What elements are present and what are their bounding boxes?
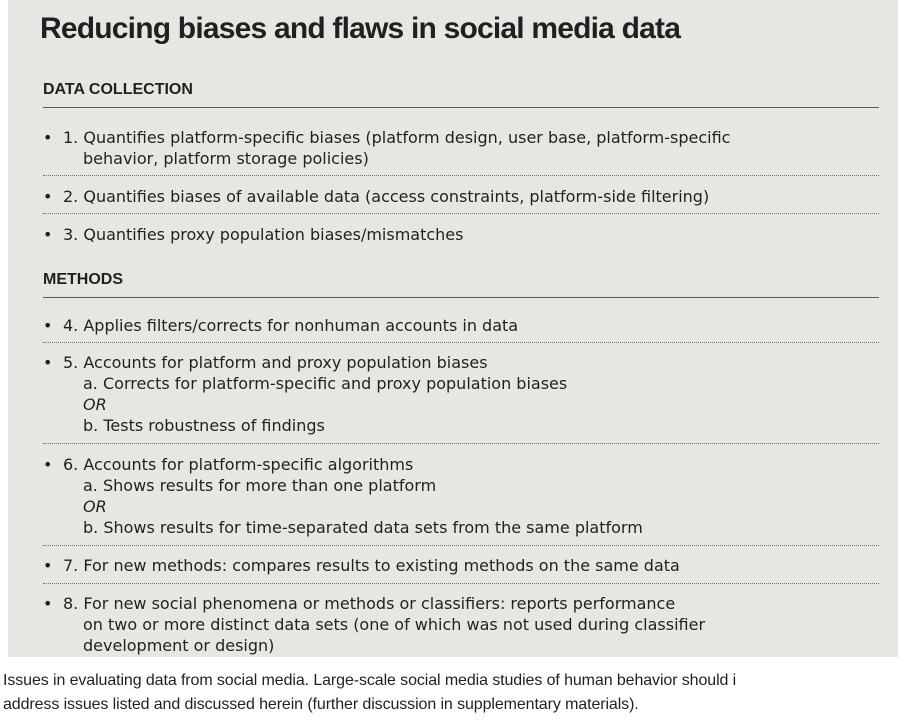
caption-line-1: Issues in evaluating data from social me… — [3, 672, 737, 689]
figure-panel: Reducing biases and flaws in social medi… — [8, 0, 898, 657]
item-4-line-1: • 4. Applies filters/corrects for nonhum… — [43, 315, 879, 336]
list-item-4: • 4. Applies filters/corrects for nonhum… — [43, 315, 879, 343]
item-6-sub-a: a. Shows results for more than one platf… — [83, 476, 437, 495]
item-1-text-2: behavior, platform storage policies) — [83, 149, 369, 168]
item-4-text-1: 4. Applies filters/corrects for nonhuman… — [63, 316, 519, 335]
item-1-text-1: 1. Quantifies platform-specific biases (… — [63, 128, 731, 147]
item-8-line-1: • 8. For new social phenomena or methods… — [43, 593, 879, 614]
item-5-or: OR — [83, 395, 107, 414]
bullet-icon: • — [43, 187, 53, 206]
item-8-text-2: on two or more distinct data sets (one o… — [83, 615, 706, 634]
bullet-icon: • — [43, 316, 53, 335]
caption-line-2: address issues listed and discussed here… — [3, 696, 639, 713]
item-2-line-1: • 2. Quantifies biases of available data… — [43, 186, 879, 207]
item-3-line-1: • 3. Quantifies proxy population biases/… — [43, 224, 879, 245]
item-6-sub-b: b. Shows results for time-separated data… — [83, 518, 643, 537]
bullet-icon: • — [43, 353, 53, 372]
item-7-text-1: 7. For new methods: compares results to … — [63, 556, 680, 575]
bullet-icon: • — [43, 594, 53, 613]
item-3-text-1: 3. Quantifies proxy population biases/mi… — [63, 225, 464, 244]
item-2-text-1: 2. Quantifies biases of available data (… — [63, 187, 710, 206]
item-5-sub-b: b. Tests robustness of findings — [83, 416, 325, 435]
item-5-sub-a: a. Corrects for platform-specific and pr… — [83, 374, 568, 393]
item-8-text-3: development or design) — [83, 636, 275, 655]
figure-title: Reducing biases and flaws in social medi… — [40, 12, 681, 45]
list-item-6: • 6. Accounts for platform-specific algo… — [43, 454, 879, 546]
bullet-icon: • — [43, 225, 53, 244]
bullet-icon: • — [43, 556, 53, 575]
item-8-text-1: 8. For new social phenomena or methods o… — [63, 594, 676, 613]
item-6-or: OR — [83, 497, 107, 516]
item-5-text-1: 5. Accounts for platform and proxy popul… — [63, 353, 488, 372]
list-item-1: • 1. Quantifies platform-specific biases… — [43, 127, 879, 176]
item-5-line-1: • 5. Accounts for platform and proxy pop… — [43, 352, 879, 373]
list-item-7: • 7. For new methods: compares results t… — [43, 555, 879, 584]
figure-caption: Issues in evaluating data from social me… — [3, 669, 903, 717]
bullet-icon: • — [43, 455, 53, 474]
bullet-icon: • — [43, 128, 53, 147]
list-item-2: • 2. Quantifies biases of available data… — [43, 186, 879, 214]
section-heading-methods: METHODS — [43, 270, 879, 298]
item-7-line-1: • 7. For new methods: compares results t… — [43, 555, 879, 576]
item-6-text-1: 6. Accounts for platform-specific algori… — [63, 455, 414, 474]
section-heading-data-collection: DATA COLLECTION — [43, 80, 879, 108]
item-6-line-1: • 6. Accounts for platform-specific algo… — [43, 454, 879, 475]
list-item-3: • 3. Quantifies proxy population biases/… — [43, 224, 879, 248]
list-item-5: • 5. Accounts for platform and proxy pop… — [43, 352, 879, 444]
item-1-line-1: • 1. Quantifies platform-specific biases… — [43, 127, 879, 148]
list-item-8: • 8. For new social phenomena or methods… — [43, 593, 879, 657]
